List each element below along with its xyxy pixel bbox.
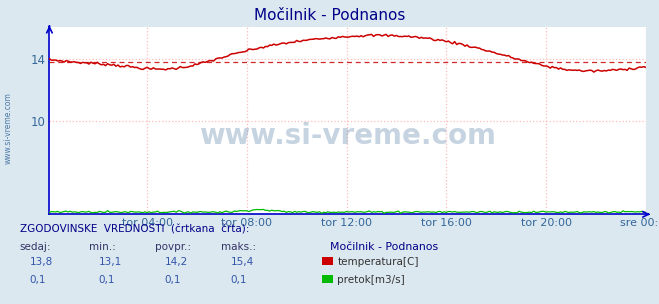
Text: min.:: min.: — [89, 242, 116, 252]
Text: pretok[m3/s]: pretok[m3/s] — [337, 275, 405, 285]
Text: 0,1: 0,1 — [99, 275, 115, 285]
Text: Močilnik - Podnanos: Močilnik - Podnanos — [330, 242, 438, 252]
Text: www.si-vreme.com: www.si-vreme.com — [4, 92, 13, 164]
Text: maks.:: maks.: — [221, 242, 256, 252]
Text: 15,4: 15,4 — [231, 257, 254, 267]
Text: ZGODOVINSKE  VREDNOSTI  (črtkana  črta):: ZGODOVINSKE VREDNOSTI (črtkana črta): — [20, 224, 249, 234]
Text: povpr.:: povpr.: — [155, 242, 191, 252]
Text: www.si-vreme.com: www.si-vreme.com — [199, 122, 496, 150]
Text: 0,1: 0,1 — [165, 275, 181, 285]
Text: 0,1: 0,1 — [231, 275, 247, 285]
Text: 14,2: 14,2 — [165, 257, 188, 267]
Text: sedaj:: sedaj: — [20, 242, 51, 252]
Text: temperatura[C]: temperatura[C] — [337, 257, 419, 267]
Text: Močilnik - Podnanos: Močilnik - Podnanos — [254, 8, 405, 22]
Text: 13,1: 13,1 — [99, 257, 122, 267]
Text: 13,8: 13,8 — [30, 257, 53, 267]
Text: 0,1: 0,1 — [30, 275, 46, 285]
